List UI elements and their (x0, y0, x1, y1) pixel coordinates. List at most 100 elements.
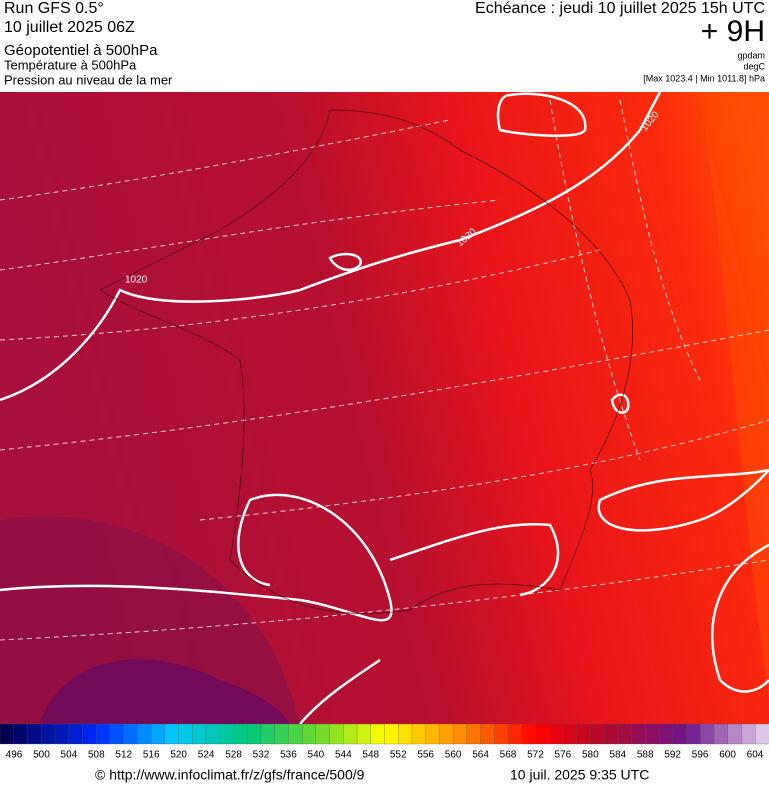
colorbar-swatch (109, 723, 125, 745)
header: Run GFS 0.5° 10 juillet 2025 06Z Géopote… (4, 0, 766, 87)
colorbar-swatch (576, 723, 592, 745)
colorbar-swatch (0, 723, 15, 745)
colorbar-swatch (453, 723, 468, 745)
colorbar-swatch (219, 723, 235, 745)
colorbar-label: 552 (390, 750, 407, 761)
colorbar-swatch (137, 723, 152, 745)
colorbar-label: 584 (609, 750, 626, 761)
colorbar-swatch (562, 723, 578, 745)
colorbar-label: 572 (527, 750, 544, 761)
isotherms (0, 99, 769, 641)
colorbar-label: 524 (198, 750, 215, 761)
colorbar-swatch (700, 723, 715, 745)
colorbar-label: 520 (170, 750, 187, 761)
colorbar-swatch (54, 723, 70, 745)
isobars (0, 91, 769, 725)
colorbar-swatch (150, 723, 166, 745)
unit: gpdam (737, 50, 765, 60)
colorbar-swatch (178, 723, 193, 745)
colorbar-label: 568 (500, 750, 517, 761)
colorbar-swatch (645, 723, 660, 745)
unit: [Max 1023.4 | Min 1011.8] hPa (643, 73, 765, 83)
colorbar-label: 516 (143, 750, 160, 761)
colorbar-label: 508 (88, 750, 105, 761)
colorbar-swatch (247, 723, 262, 745)
colorbar-swatch (466, 723, 482, 745)
colorbar-label: 588 (637, 750, 654, 761)
colorbar-swatch (95, 723, 111, 745)
colorbar-swatch (274, 723, 290, 745)
colorbar-swatch (604, 723, 619, 745)
colorbar-swatch (672, 723, 688, 745)
colorbar-swatch (535, 723, 550, 745)
colorbar-swatch (192, 723, 207, 745)
colorbar-swatch (82, 723, 97, 745)
colorbar-swatch (288, 723, 303, 745)
colorbar-swatch (521, 723, 537, 745)
colorbar-swatch (233, 723, 248, 745)
unit: degC (743, 61, 765, 71)
colorbar-swatch (370, 723, 386, 745)
colorbar-label: 564 (472, 750, 489, 761)
colorbar-label: 556 (417, 750, 434, 761)
colorbar-swatch (41, 723, 56, 745)
colorbar-label: 504 (61, 750, 78, 761)
colorbar-swatch (755, 723, 769, 745)
colorbar-label: 536 (280, 750, 297, 761)
run-date: 10 juillet 2025 06Z (4, 19, 135, 36)
colorbar-label: 544 (335, 750, 352, 761)
colorbar-swatch (398, 723, 413, 745)
field: Pression au niveau de la mer (4, 72, 173, 87)
valid-time: Echéance : jeudi 10 juillet 2025 15h UTC (475, 0, 765, 17)
colorbar-label: 548 (362, 750, 379, 761)
colorbar-swatch (727, 723, 743, 745)
colorbar-swatch (329, 723, 344, 745)
date: 10 juil. 2025 9:35 UTC (510, 767, 649, 783)
colorbar-label: 580 (582, 750, 599, 761)
colorbar-swatch (356, 723, 372, 745)
colorbar-swatch (68, 723, 84, 745)
lead-time: + 9H (701, 15, 765, 48)
cold-area (40, 659, 290, 724)
colorbar-swatch (590, 723, 605, 745)
colorbar: 496 500 504 508 512 516 520 524 528 532 536 540 544 5… (0, 723, 769, 761)
colorbar-swatch (686, 723, 701, 745)
colorbar-label: 528 (225, 750, 242, 761)
colorbar-swatch (494, 723, 509, 745)
colorbar-swatch (480, 723, 496, 745)
source: © http://www.infoclimat.fr/z/gfs/france/… (95, 767, 365, 783)
colorbar-swatch (260, 723, 276, 745)
run: Run GFS 0.5° (4, 0, 104, 17)
colorbar-swatch (507, 723, 523, 745)
colorbar-swatch (315, 723, 331, 745)
cold-area (0, 516, 300, 724)
colorbar-swatch (617, 723, 633, 745)
colorbar-label: 576 (555, 750, 572, 761)
colorbar-swatch (411, 723, 427, 745)
colorbar-swatch (741, 723, 756, 745)
borders (99, 109, 633, 614)
colorbar-label: 496 (6, 750, 23, 761)
colorbar-swatch (631, 723, 647, 745)
colorbar-swatch (549, 723, 564, 745)
colorbar-swatch (301, 723, 317, 745)
colorbar-label: 512 (115, 750, 132, 761)
map: 1020 1020 1020 (0, 91, 769, 725)
colorbar-label: 500 (33, 750, 50, 761)
footer: © http://www.infoclimat.fr/z/gfs/france/… (95, 767, 649, 783)
colorbar-label: 532 (253, 750, 270, 761)
colorbar-swatch (123, 723, 138, 745)
field: Température à 500hPa (4, 57, 137, 72)
colorbar-label: 600 (719, 750, 736, 761)
colorbar-swatch (205, 723, 221, 745)
colorbar-label: 604 (747, 750, 764, 761)
colorbar-label: 540 (308, 750, 325, 761)
colorbar-swatch (425, 723, 441, 745)
colorbar-label: 596 (692, 750, 709, 761)
colorbar-swatch (343, 723, 358, 745)
colorbar-swatch (384, 723, 399, 745)
colorbar-label: 560 (445, 750, 462, 761)
colorbar-label: 592 (664, 750, 681, 761)
warm-area (700, 92, 769, 700)
